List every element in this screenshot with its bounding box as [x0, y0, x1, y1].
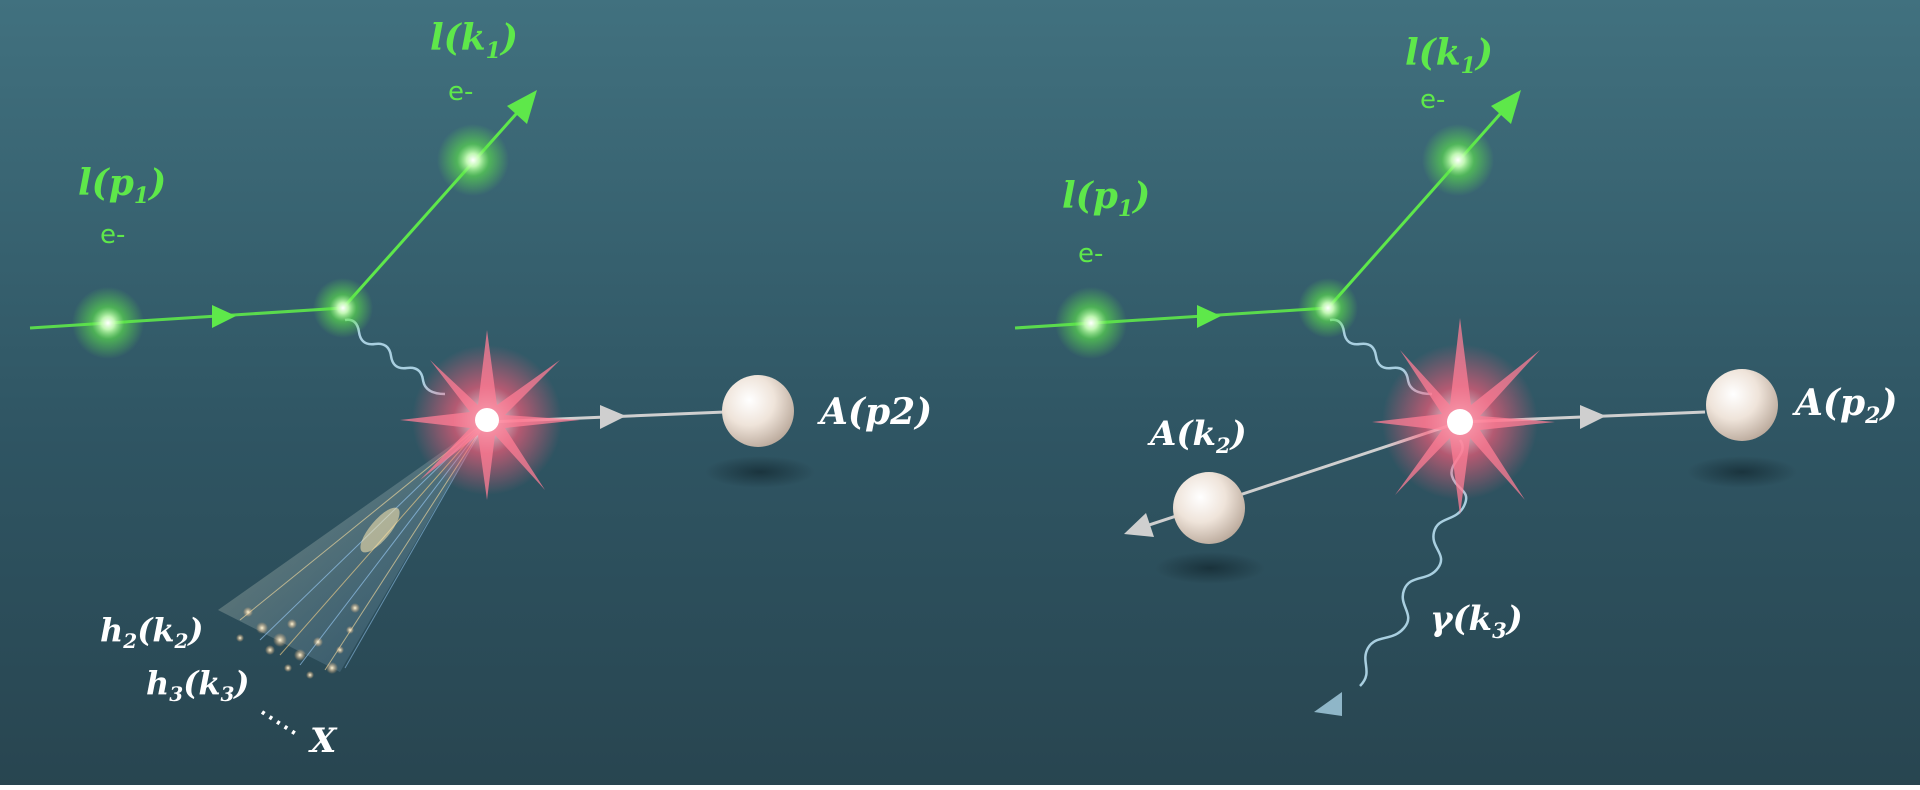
- right-outgoing-lepton-line: [1326, 94, 1519, 309]
- left-outgoing-lepton-line: [341, 94, 535, 309]
- right-nucleus-in-sphere: [1706, 369, 1778, 441]
- left-nucleus-label: A(p2): [817, 391, 932, 433]
- right-incoming-lepton-glow: [1055, 287, 1127, 359]
- bottom-strip: [0, 785, 1920, 790]
- left-outgoing-lepton-charge: e-: [448, 77, 473, 107]
- right-vertex-glow: [1298, 278, 1358, 338]
- left-remainder-label: X: [308, 721, 338, 761]
- left-outgoing-arrow-head: [507, 90, 537, 124]
- left-panel: l(p1) e- l(k1) e- A(p2) h2(k2) h3(k3) X: [29, 17, 932, 761]
- right-outgoing-lepton-label: l(k1): [1405, 32, 1493, 79]
- right-nucleus-out-label: A(k2): [1147, 414, 1247, 458]
- right-nucleus-out-arrow: [1124, 513, 1154, 537]
- left-nucleus-arrow: [600, 405, 626, 429]
- left-outgoing-lepton-label: l(k1): [430, 17, 518, 64]
- left-nucleus-sphere: [722, 375, 794, 447]
- right-outgoing-lepton-glow: [1422, 124, 1494, 196]
- left-incoming-lepton-glow: [72, 287, 144, 359]
- left-remainder-dots: [260, 710, 298, 736]
- right-nucleus-out-shadow: [1155, 552, 1265, 584]
- left-hadron-label-h2: h2(k2): [100, 611, 204, 653]
- left-hadron-label-h3: h3(k3): [146, 664, 250, 706]
- right-nucleus-in-arrow: [1580, 405, 1606, 429]
- right-incoming-lepton-charge: e-: [1078, 239, 1103, 269]
- right-panel: l(p1) e- l(k1) e- A(p2) A(k2) γ(k3): [1014, 32, 1898, 716]
- left-hadron-sparks: [236, 603, 360, 679]
- right-incoming-lepton-label: l(p1): [1062, 175, 1150, 222]
- right-nucleus-in-label: A(p2): [1792, 382, 1898, 429]
- left-incoming-lepton-charge: e-: [100, 220, 125, 250]
- left-outgoing-lepton-glow: [437, 124, 509, 196]
- right-photon-label: γ(k3): [1430, 599, 1523, 643]
- left-interaction-flash: [400, 330, 580, 500]
- left-nucleus-shadow: [705, 456, 815, 488]
- right-outgoing-arrow-head: [1491, 90, 1521, 124]
- left-incoming-arrow: [212, 305, 236, 328]
- left-incoming-lepton-label: l(p1): [78, 162, 166, 209]
- right-outgoing-lepton-charge: e-: [1420, 85, 1445, 115]
- right-interaction-flash: [1372, 318, 1555, 515]
- right-nucleus-in-shadow: [1687, 456, 1797, 488]
- left-vertex-glow: [313, 278, 373, 338]
- right-incoming-arrow: [1197, 305, 1221, 328]
- right-nucleus-out-sphere: [1173, 472, 1245, 544]
- right-emitted-photon-arrow: [1314, 692, 1342, 716]
